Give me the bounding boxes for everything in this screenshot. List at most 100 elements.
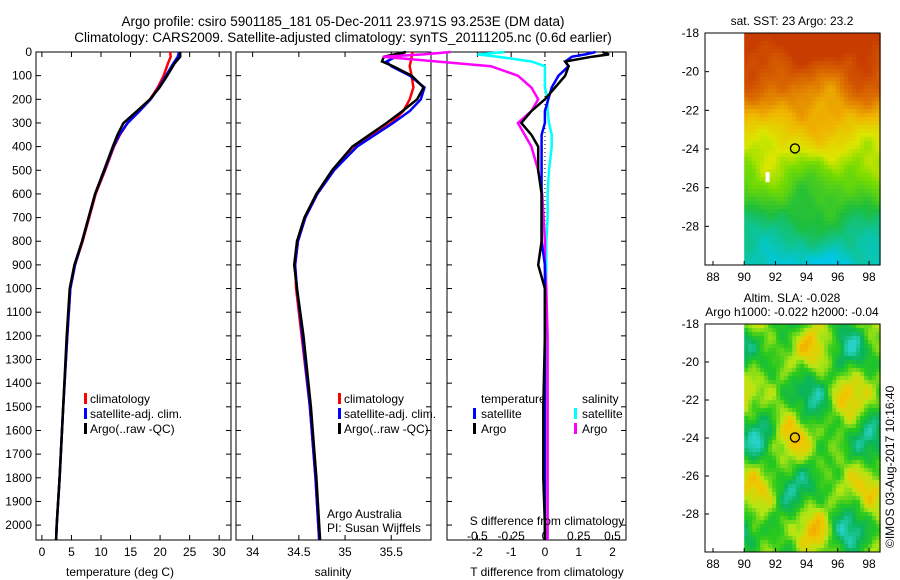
map-cell: [748, 536, 753, 541]
map-cell: [784, 221, 789, 226]
map-cell: [760, 344, 765, 349]
map-cell: [748, 468, 753, 473]
map-cell: [812, 464, 817, 469]
map-cell: [756, 137, 761, 142]
map-cell: [844, 105, 849, 110]
map-cell: [756, 452, 761, 457]
map-cell: [748, 472, 753, 477]
map-cell: [868, 37, 873, 42]
map-cell: [840, 225, 845, 230]
map-cell: [772, 324, 777, 329]
map-cell: [836, 504, 841, 509]
map-cell: [776, 420, 781, 425]
map-cell: [844, 432, 849, 437]
map-cell: [832, 504, 837, 509]
map-cell: [820, 396, 825, 401]
map-cell: [808, 376, 813, 381]
map-cell: [780, 245, 785, 250]
map-cell: [764, 360, 769, 365]
map-cell: [792, 205, 797, 210]
map-cell: [836, 436, 841, 441]
map-cell: [820, 77, 825, 82]
map-cell: [868, 153, 873, 158]
map-cell: [788, 404, 793, 409]
map-cell: [796, 496, 801, 501]
map-cell: [868, 201, 873, 206]
map-cell: [760, 225, 765, 230]
map-cell: [864, 456, 869, 461]
map-cell: [852, 548, 857, 553]
map-cell: [780, 81, 785, 86]
map-cell: [836, 241, 841, 246]
map-cell: [824, 488, 829, 493]
map-cell: [836, 205, 841, 210]
map-cell: [768, 93, 773, 98]
map-cell: [764, 508, 769, 513]
map-cell: [764, 137, 769, 142]
map-cell: [744, 81, 749, 86]
map-cell: [780, 85, 785, 90]
legend-satellite: satellite-adj. clim.: [90, 407, 182, 421]
map-cell: [764, 372, 769, 377]
map-cell: [772, 464, 777, 469]
map-cell: [836, 484, 841, 489]
map-cell: [776, 105, 781, 110]
map-cell: [808, 65, 813, 70]
map-cell: [844, 508, 849, 513]
map-cell: [860, 197, 865, 202]
map-cell: [752, 97, 757, 102]
map-cell: [788, 488, 793, 493]
map-cell: [800, 173, 805, 178]
map-cell: [772, 69, 777, 74]
map-cell: [768, 492, 773, 497]
map-cell: [792, 237, 797, 242]
map-cell: [812, 205, 817, 210]
map-cell: [796, 324, 801, 329]
map-cell: [816, 328, 821, 333]
map-cell: [804, 177, 809, 182]
map-cell: [812, 332, 817, 337]
map-cell: [864, 89, 869, 94]
map-cell: [756, 61, 761, 66]
map-cell: [772, 77, 777, 82]
map-cell: [780, 257, 785, 262]
map-cell: [748, 65, 753, 70]
map-cell: [756, 536, 761, 541]
map-cell: [820, 496, 825, 501]
map-cell: [780, 181, 785, 186]
map-cell: [840, 49, 845, 54]
map-cell: [836, 500, 841, 505]
map-cell: [800, 332, 805, 337]
map-cell: [804, 536, 809, 541]
map-cell: [844, 512, 849, 517]
map-cell: [836, 221, 841, 226]
map-cell: [756, 57, 761, 62]
map-cell: [800, 404, 805, 409]
map-cell: [872, 376, 877, 381]
map-cell: [804, 324, 809, 329]
map-cell: [752, 121, 757, 126]
map-cell: [808, 396, 813, 401]
map-cell: [872, 245, 877, 250]
map-cell: [792, 33, 797, 38]
map-cell: [836, 37, 841, 42]
map-cell: [788, 61, 793, 66]
map-cell: [828, 532, 833, 537]
map-cell: [832, 344, 837, 349]
map-cell: [816, 380, 821, 385]
map-cell: [872, 241, 877, 246]
map-cell: [864, 257, 869, 262]
map-cell: [752, 460, 757, 465]
map-cell: [868, 133, 873, 138]
map-cell: [788, 396, 793, 401]
map-cell: [840, 348, 845, 353]
map-cell: [860, 133, 865, 138]
map-cell: [868, 444, 873, 449]
map-cell: [816, 356, 821, 361]
map-cell: [744, 133, 749, 138]
map-cell: [856, 117, 861, 122]
map-cell: [820, 524, 825, 529]
map-cell: [876, 396, 881, 401]
map-cell: [748, 33, 753, 38]
map-cell: [816, 528, 821, 533]
